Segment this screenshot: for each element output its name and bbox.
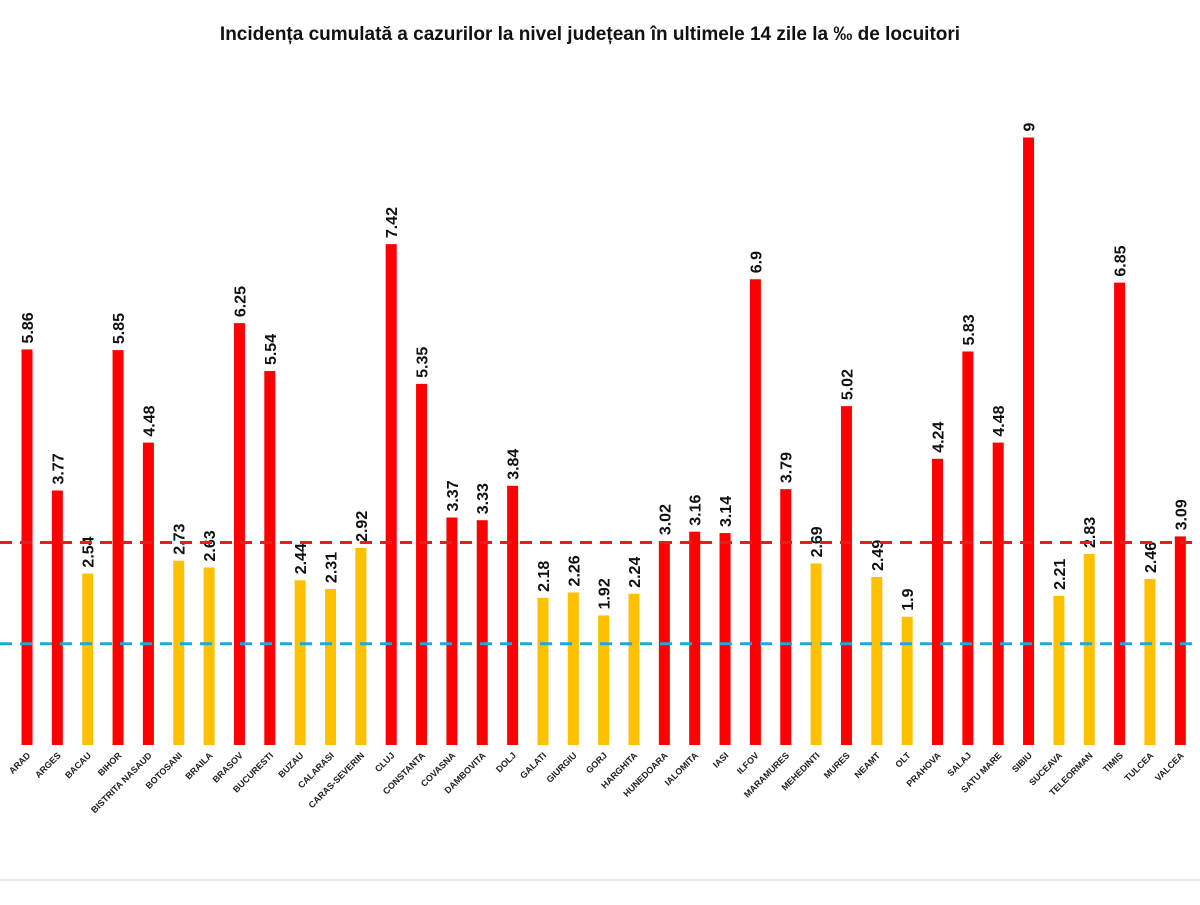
bar <box>628 593 640 745</box>
value-label: 3.79 <box>779 452 796 483</box>
value-label: 3.02 <box>657 504 674 535</box>
value-label: 6.85 <box>1113 245 1130 276</box>
value-label: 3.33 <box>475 483 492 514</box>
bar <box>1114 282 1126 745</box>
value-label: 2.18 <box>536 561 553 592</box>
bar <box>112 350 124 745</box>
bar <box>598 615 610 745</box>
bar <box>1083 553 1095 745</box>
bar <box>203 567 215 745</box>
bar <box>992 442 1004 745</box>
value-label: 3.14 <box>718 496 735 527</box>
value-label: 1.9 <box>900 588 917 610</box>
value-label: 2.31 <box>324 552 341 583</box>
bar <box>537 597 549 745</box>
value-label: 5.54 <box>263 334 280 365</box>
bar <box>355 547 367 745</box>
bar <box>962 351 974 745</box>
bar <box>385 244 397 745</box>
bar <box>21 349 33 745</box>
value-label: 4.48 <box>991 405 1008 436</box>
value-label: 3.09 <box>1173 499 1190 530</box>
bar <box>416 383 428 745</box>
value-label: 6.25 <box>232 286 249 317</box>
value-label: 2.49 <box>870 540 887 571</box>
bar <box>901 616 913 745</box>
value-label: 2.21 <box>1052 559 1069 590</box>
bar <box>142 442 154 745</box>
chart-title: Incidența cumulată a cazurilor la nivel … <box>220 24 960 45</box>
bar <box>173 560 185 745</box>
bar <box>1053 595 1065 745</box>
value-label: 9 <box>1022 123 1039 132</box>
bar <box>719 533 731 745</box>
bar <box>82 573 94 745</box>
value-label: 3.84 <box>506 449 523 480</box>
value-label: 1.92 <box>597 578 614 609</box>
bar <box>932 458 943 745</box>
bar <box>871 576 883 745</box>
value-label: 2.73 <box>172 523 189 554</box>
value-label: 5.85 <box>111 313 128 344</box>
value-label: 4.48 <box>141 405 158 436</box>
value-label: 2.24 <box>627 557 644 588</box>
value-label: 2.26 <box>566 555 583 586</box>
value-label: 2.44 <box>293 543 310 574</box>
value-label: 3.16 <box>688 494 705 525</box>
value-label: 2.54 <box>81 536 98 567</box>
bar <box>233 323 245 745</box>
bar <box>840 406 852 745</box>
bar <box>446 517 458 745</box>
bar <box>749 279 761 745</box>
bar <box>1144 578 1156 745</box>
value-label: 5.83 <box>961 314 978 345</box>
bar <box>1174 536 1186 745</box>
bar <box>1023 137 1035 745</box>
bar <box>689 531 701 745</box>
value-label: 2.92 <box>354 511 371 542</box>
bar <box>507 485 519 745</box>
value-label: 6.9 <box>748 251 765 273</box>
value-label: 3.77 <box>50 453 67 484</box>
value-label: 2.46 <box>1143 542 1160 573</box>
bar <box>51 490 63 745</box>
bar <box>810 563 822 745</box>
bar <box>264 371 276 745</box>
value-label: 5.35 <box>415 347 432 378</box>
bar <box>476 520 488 745</box>
value-label: 7.42 <box>384 207 401 238</box>
value-label: 5.02 <box>839 369 856 400</box>
value-label: 2.83 <box>1082 517 1099 548</box>
bar <box>294 580 306 745</box>
value-label: 5.86 <box>20 312 37 343</box>
bar <box>325 589 336 745</box>
value-label: 2.63 <box>202 530 219 561</box>
bar <box>567 592 579 745</box>
value-label: 4.24 <box>931 422 948 453</box>
value-label: 3.37 <box>445 480 462 511</box>
value-label: 2.69 <box>809 526 826 557</box>
bar <box>780 489 792 745</box>
